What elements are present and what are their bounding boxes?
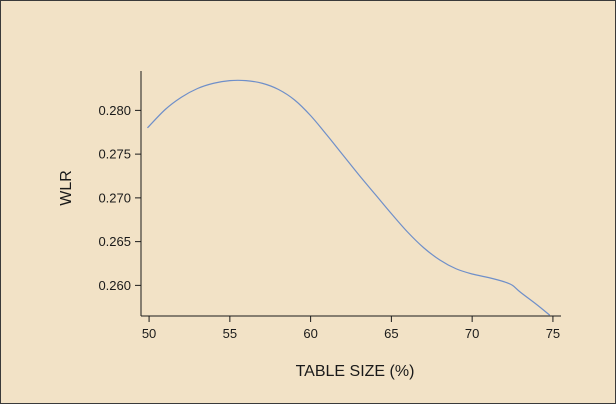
y-tick-label: 0.260: [98, 278, 131, 293]
x-tick-label: 60: [303, 326, 317, 341]
axes: 50 55 60 65 70 75 0.260 0.265 0.270 0.275 0.280: [98, 71, 561, 341]
series-layer: [147, 79, 551, 316]
x-tick-label: 65: [384, 326, 398, 341]
y-tick-label: 0.270: [98, 190, 131, 205]
series-line: [147, 79, 551, 316]
x-tick-label: 50: [142, 326, 156, 341]
x-tick-label: 70: [465, 326, 479, 341]
y-tick-label: 0.280: [98, 103, 131, 118]
x-tick-label: 55: [223, 326, 237, 341]
y-tick-label: 0.265: [98, 234, 131, 249]
y-axis-title: WLR: [58, 170, 75, 206]
x-axis-title: TABLE SIZE (%): [296, 363, 415, 380]
y-tick-label: 0.275: [98, 147, 131, 162]
x-tick-label: 75: [546, 326, 560, 341]
